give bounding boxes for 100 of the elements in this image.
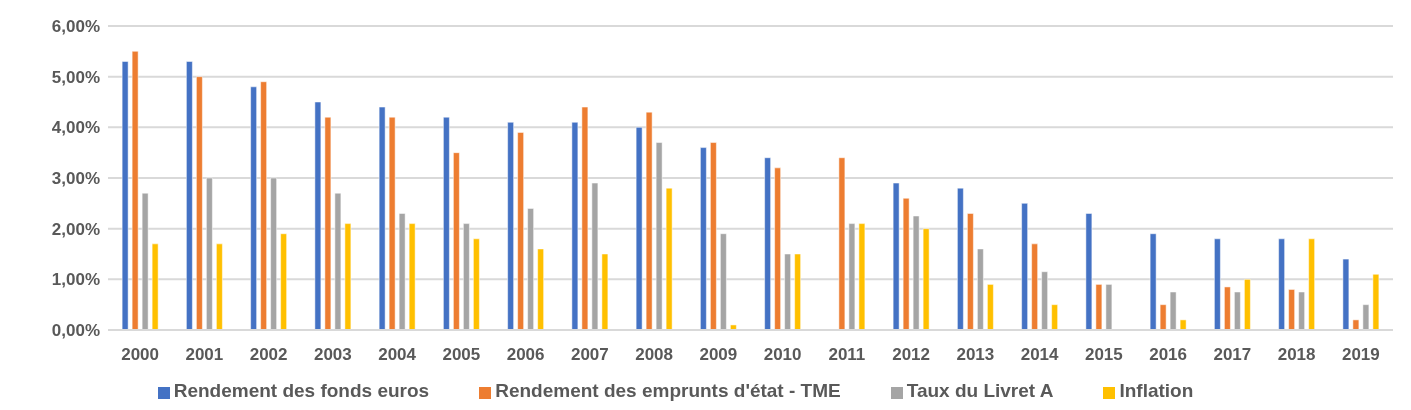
bar	[1031, 243, 1038, 330]
bar	[581, 106, 589, 330]
bar	[443, 116, 450, 330]
bar	[1362, 304, 1370, 330]
bar	[987, 284, 994, 330]
bar	[912, 215, 920, 330]
y-tick-label: 4,00%	[51, 118, 100, 138]
bar	[1372, 274, 1380, 330]
bar	[324, 116, 332, 330]
bar	[1298, 291, 1305, 330]
bar	[1234, 291, 1241, 330]
bar	[720, 233, 727, 330]
x-tick-label: 2002	[249, 345, 288, 365]
bar	[1179, 319, 1187, 330]
bar	[764, 157, 771, 330]
x-tick-label: 2000	[121, 345, 160, 365]
y-tick-label: 0,00%	[51, 321, 100, 341]
bar	[1169, 291, 1177, 330]
bar	[1214, 238, 1221, 330]
bar	[260, 81, 267, 330]
bar	[571, 122, 579, 330]
x-tick-label: 2012	[892, 345, 931, 365]
legend-label: Rendement des emprunts d'état - TME	[495, 380, 841, 401]
bar	[1224, 286, 1231, 330]
bar	[655, 142, 663, 330]
bar	[1159, 304, 1167, 330]
x-tick-label: 2018	[1277, 345, 1316, 365]
bar	[206, 177, 213, 330]
bar	[186, 61, 193, 330]
bar	[537, 248, 544, 330]
bar	[196, 76, 203, 330]
bar	[517, 132, 524, 330]
bar	[1278, 238, 1285, 330]
x-tick-label: 2006	[506, 345, 545, 365]
x-tick-label: 2017	[1213, 345, 1252, 365]
bar	[710, 142, 717, 330]
bar	[270, 177, 277, 330]
bar	[967, 213, 974, 330]
y-tick-label: 2,00%	[51, 219, 100, 239]
x-tick-label: 2007	[570, 345, 609, 365]
y-tick-label: 6,00%	[51, 17, 100, 37]
bar	[784, 253, 791, 330]
bar	[922, 228, 930, 330]
bar	[1288, 289, 1295, 330]
bar	[730, 324, 737, 330]
x-tick-label: 2008	[635, 345, 674, 365]
legend-label: Inflation	[1119, 380, 1194, 401]
bar	[601, 253, 609, 330]
bar	[1021, 203, 1028, 330]
bar	[463, 223, 470, 330]
bar	[977, 248, 984, 330]
bar	[1149, 233, 1157, 330]
bar	[838, 157, 846, 330]
x-tick-label: 2009	[699, 345, 738, 365]
x-tick-label: 2016	[1149, 345, 1188, 365]
x-tick-label: 2014	[1020, 345, 1060, 365]
bar	[1244, 279, 1251, 330]
bar	[1085, 213, 1093, 330]
bar	[635, 127, 643, 330]
bar	[700, 147, 707, 330]
bar	[408, 223, 416, 330]
bar	[848, 223, 856, 330]
bar	[121, 61, 129, 330]
x-tick-label: 2011	[828, 345, 866, 365]
bar	[892, 182, 900, 330]
bar	[1041, 271, 1048, 330]
bar	[344, 223, 352, 330]
bar	[216, 243, 223, 330]
y-tick-label: 5,00%	[51, 67, 100, 87]
x-tick-label: 2015	[1084, 345, 1123, 365]
bar	[507, 122, 514, 330]
bar	[141, 192, 149, 330]
bar	[1308, 238, 1315, 330]
x-tick-label: 2005	[442, 345, 481, 365]
legend-label: Rendement des fonds euros	[173, 380, 430, 401]
x-tick-label: 2019	[1341, 345, 1380, 365]
bar	[794, 253, 801, 330]
bar	[902, 198, 910, 330]
bar	[774, 167, 781, 330]
bar	[250, 86, 257, 330]
legend-label: Taux du Livret A	[906, 380, 1054, 401]
bar	[453, 152, 460, 330]
bar	[1352, 319, 1360, 330]
y-tick-label: 1,00%	[51, 270, 100, 290]
bar	[1051, 304, 1058, 330]
bar	[527, 208, 534, 330]
bar	[1105, 284, 1113, 330]
bar	[1342, 258, 1350, 330]
x-tick-label: 2010	[763, 345, 802, 365]
bar	[591, 182, 599, 330]
x-tick-label: 2004	[378, 345, 417, 365]
bar	[398, 213, 406, 330]
bar	[131, 51, 139, 330]
bar	[1095, 284, 1103, 330]
bar	[645, 111, 653, 330]
bar	[280, 233, 287, 330]
x-tick-label: 2001	[185, 345, 224, 365]
x-tick-label: 2013	[956, 345, 995, 365]
bar	[473, 238, 480, 330]
y-tick-label: 3,00%	[51, 169, 100, 189]
